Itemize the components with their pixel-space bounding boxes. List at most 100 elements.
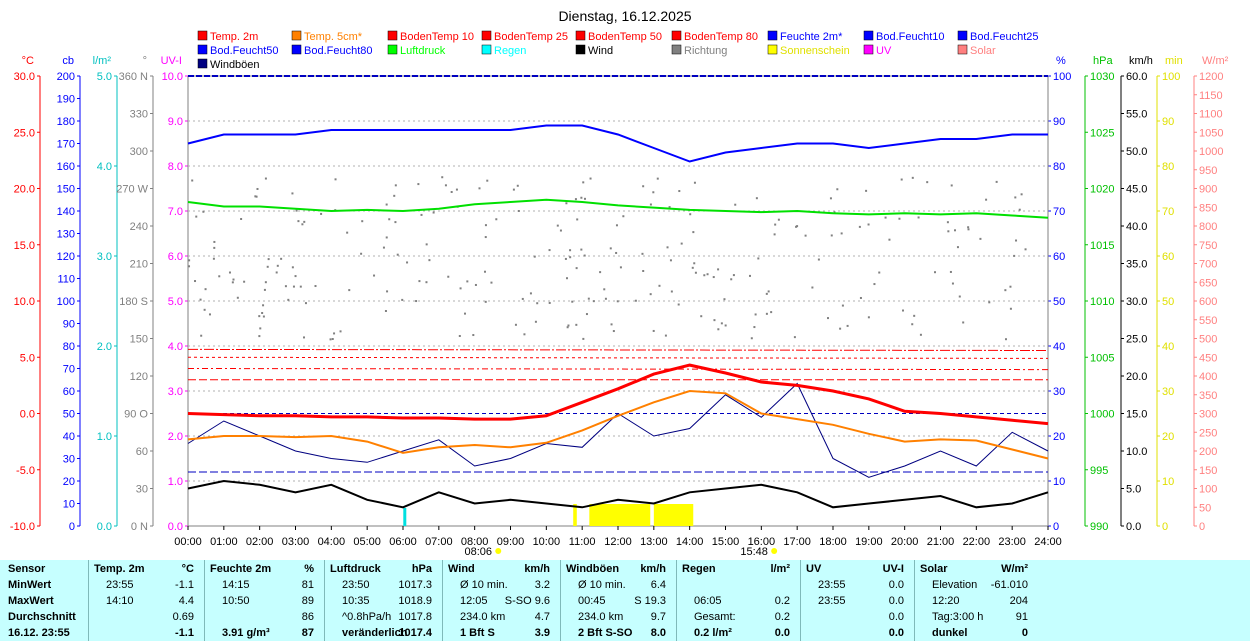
stats-column: Feuchte 2m% 14:15 81 10:50 89 86 3.91 g/m³ 87 [208,560,324,641]
wind-direction-dot [913,314,916,317]
stats-value: S-SO 9.6 [504,595,550,607]
legend-label: Solar [970,45,996,57]
legend-swatch [863,44,874,55]
stats-value: 87 [301,627,314,639]
wind-direction-dot [262,315,265,318]
axis-tick-label: 5.0 [97,71,112,83]
wind-direction-dot [484,300,487,303]
stats-column: Luftdruck hPa 23:50 1017.3 10:35 1018.9 ^0.8hP… [328,560,442,641]
legend-label: Wind [588,45,613,57]
wind-direction-dot [796,225,799,228]
wind-direction-dot [867,223,870,226]
wind-direction-dot [753,326,756,329]
wind-direction-dot [680,242,683,245]
legend-swatch [575,44,586,55]
axis-tick-label: 100 [1162,71,1180,83]
wind-direction-dot [294,275,297,278]
wind-direction-dot [529,292,532,295]
wind-direction-dot [243,280,246,283]
stats-key: 00:45 [578,595,606,607]
wind-direction-dot [425,281,428,284]
stats-header: UV UV-I [804,561,914,577]
legend-swatch [671,44,682,55]
sunset-marker [771,548,778,554]
axis-tick-label: 190 [57,94,75,106]
sunrise-marker [495,548,502,554]
axis-tick-label: 180 [57,116,75,128]
wind-direction-dot [486,179,489,182]
stats-row: 0.2 l/m² 0.0 [680,625,800,641]
stats-key: 23:55 [818,579,846,591]
x-tick-label: 24:00 [1034,536,1062,548]
axis-tick-label: 150 [1199,465,1217,477]
x-tick-label: 12:00 [604,536,632,548]
axis-tick-label: 180 S [119,296,148,308]
stats-header: Sensor [6,561,90,577]
legend-swatch [197,44,208,55]
stats-label: Durchschnitt [8,611,76,623]
wind-direction-dot [203,308,206,311]
axis-tick-label: 90 [1053,116,1065,128]
stats-value: km/h [524,563,550,575]
wind-direction-dot [472,334,475,337]
sunset-label: 15:48 [740,546,768,558]
axis-tick-label: 6.0 [168,251,183,263]
stats-row: Tag:3:00 h 91 [918,609,1038,625]
stats-value: 1017.4 [398,627,432,639]
axis-tick-label: 5.0 [168,296,183,308]
axis-tick-label: 200 [1199,446,1217,458]
wind-direction-dot [569,249,572,252]
legend-swatch [481,30,492,41]
legend-label: Bod.Feucht10 [876,31,945,43]
axis-tick-label: 40 [1162,341,1174,353]
axis-tick-label: 80 [1053,161,1065,173]
legend-swatch [767,44,778,55]
stats-value: S 19.3 [634,595,666,607]
stats-value: 91 [1015,611,1028,623]
stats-key: ^0.8hPa/h [342,611,392,623]
axis-tick-label: 1010 [1090,296,1114,308]
x-tick-label: 15:00 [712,536,740,548]
stats-value: km/h [640,563,666,575]
axis-tick-label: 150 [130,334,148,346]
wind-direction-dot [297,220,300,223]
wind-direction-dot [669,259,672,262]
wind-direction-dot [730,278,733,281]
stats-header: Temp. 2m °C [92,561,204,577]
axis-unit: UV-I [161,55,182,67]
wind-direction-dot [373,274,376,277]
wind-direction-dot [765,312,768,315]
wind-direction-dot [559,229,562,232]
wind-direction-dot [548,249,551,252]
wind-direction-dot [649,293,652,296]
axis-unit: ° [143,55,147,67]
stats-value: 0.0 [888,595,904,607]
wind-direction-dot [589,177,592,180]
wind-direction-dot [678,190,681,193]
wind-direction-dot [717,268,720,271]
wind-direction-dot [339,330,342,333]
wind-direction-dot [218,275,221,278]
stats-value: 8.0 [650,627,666,639]
legend-swatch [197,58,208,69]
stats-row: 10:35 1018.9 [328,593,442,609]
axis-tick-label: 40 [63,431,75,443]
sunshine-bar [589,504,651,526]
stats-row: 23:55 0.0 [804,593,914,609]
stats-key: 06:05 [694,595,722,607]
wind-direction-dot [334,178,337,181]
wind-direction-dot [284,285,287,288]
wind-direction-dot [517,209,520,212]
legend-label: Bod.Feucht25 [970,31,1039,43]
axis-unit: min [1165,55,1183,67]
stats-separator [676,560,677,641]
axis-tick-label: 240 [130,221,148,233]
axis-tick-label: 10.0 [14,296,35,308]
wind-direction-dot [958,295,961,298]
wind-direction-dot [656,177,659,180]
legend-swatch [481,44,492,55]
wind-direction-dot [483,270,486,273]
wind-direction-dot [565,202,568,205]
x-tick-label: 00:00 [174,536,202,548]
wind-direction-dot [576,218,579,221]
